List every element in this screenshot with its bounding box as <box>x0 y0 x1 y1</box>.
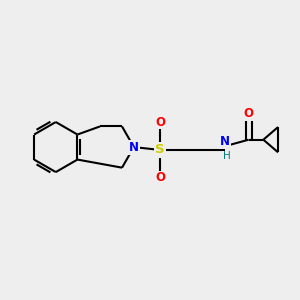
Text: O: O <box>244 107 254 120</box>
Text: H: H <box>223 152 230 161</box>
Text: O: O <box>155 172 165 184</box>
Text: S: S <box>155 143 165 157</box>
Text: N: N <box>129 141 139 154</box>
Text: N: N <box>220 135 230 148</box>
Text: O: O <box>155 116 165 128</box>
